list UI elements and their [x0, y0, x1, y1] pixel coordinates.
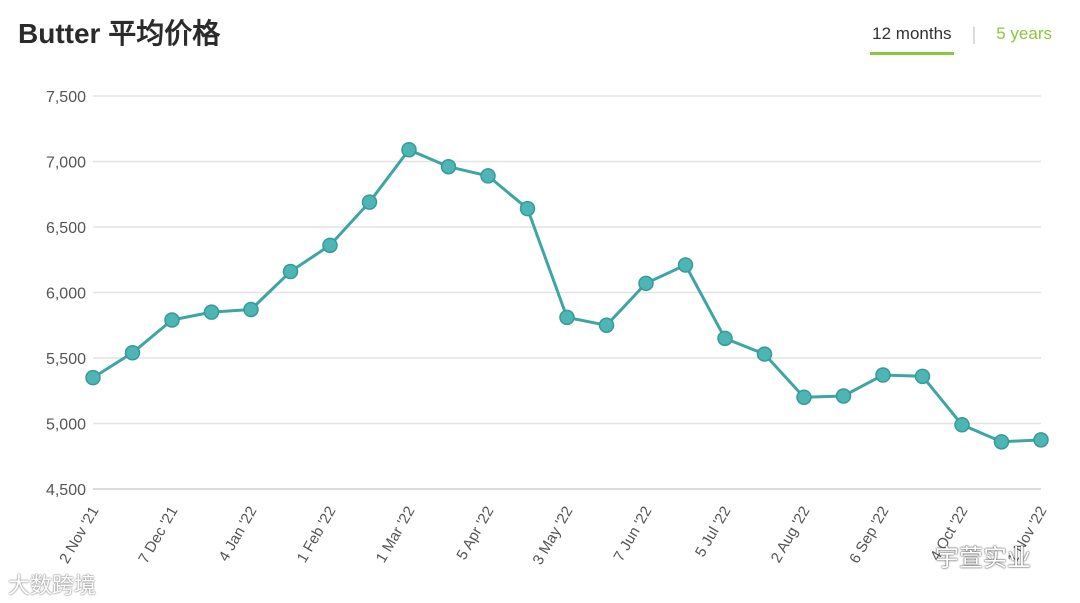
data-point[interactable]	[914, 368, 931, 385]
data-point[interactable]	[717, 330, 733, 347]
watermark-left-text: 大数跨境	[8, 574, 97, 599]
x-tick-label: 5 Jul '22	[692, 504, 734, 560]
data-point[interactable]	[282, 263, 299, 280]
x-tick-label: 1 Mar '22	[373, 504, 419, 566]
data-point[interactable]	[203, 304, 220, 320]
x-tick-label: 2 Aug '22	[768, 504, 814, 566]
watermark-left: 大数跨境	[8, 568, 96, 600]
x-tick-label: 2 Nov '21	[56, 504, 102, 567]
data-point[interactable]	[875, 367, 891, 383]
data-point[interactable]	[835, 388, 852, 404]
tab-12-months[interactable]: 12 months	[870, 24, 954, 55]
y-tick-label: 4,500	[46, 482, 86, 499]
y-tick-label: 6,500	[46, 220, 86, 237]
chart-title: Butter 平均价格	[18, 18, 221, 49]
data-point[interactable]	[519, 200, 536, 217]
data-point[interactable]	[322, 237, 338, 254]
watermark-right-text: 宇萱实业	[935, 544, 1031, 572]
data-point[interactable]	[480, 168, 496, 184]
watermark-right: 宇萱实业	[895, 538, 1031, 573]
x-tick-label: 5 Apr '22	[453, 504, 497, 563]
tab-5-years[interactable]: 5 years	[996, 24, 1052, 43]
series-layer	[85, 141, 1049, 450]
data-point[interactable]	[559, 309, 575, 326]
range-tabs: 12 months | 5 years	[870, 24, 1054, 55]
data-point[interactable]	[440, 158, 457, 175]
data-point[interactable]	[796, 389, 812, 406]
data-point[interactable]	[756, 346, 773, 362]
data-point[interactable]	[677, 257, 694, 273]
data-point[interactable]	[954, 417, 970, 433]
data-point[interactable]	[243, 301, 259, 318]
data-point[interactable]	[164, 312, 180, 328]
grid-lines	[93, 95, 1041, 490]
y-tick-label: 6,000	[46, 286, 86, 303]
data-point[interactable]	[638, 275, 654, 292]
wechat-icon	[896, 543, 927, 567]
x-tick-label: 4 Jan '22	[216, 504, 261, 565]
data-point[interactable]	[1033, 432, 1049, 448]
series-line	[92, 148, 1042, 444]
data-point[interactable]	[361, 194, 378, 210]
tab-separator: |	[971, 24, 977, 44]
data-point[interactable]	[401, 141, 417, 158]
data-point[interactable]	[993, 434, 1010, 450]
y-tick-label: 5,000	[46, 417, 86, 434]
x-tick-label: 1 Feb '22	[294, 504, 340, 566]
data-point[interactable]	[598, 317, 615, 333]
data-point[interactable]	[124, 345, 141, 361]
x-tick-label: 7 Dec '21	[135, 504, 181, 567]
y-tick-label: 7,000	[46, 155, 86, 172]
x-tick-label: 7 Jun '22	[611, 504, 656, 565]
x-tick-label: 3 May '22	[529, 504, 576, 568]
x-tick-label: 6 Sep '22	[846, 504, 892, 567]
y-tick-label: 5,500	[46, 351, 86, 368]
y-tick-label: 7,500	[46, 89, 86, 106]
data-point[interactable]	[85, 369, 101, 386]
y-axis-ticks: 7,500 7,000 6,500 6,000 5,500 5,000 4,500	[46, 89, 86, 499]
